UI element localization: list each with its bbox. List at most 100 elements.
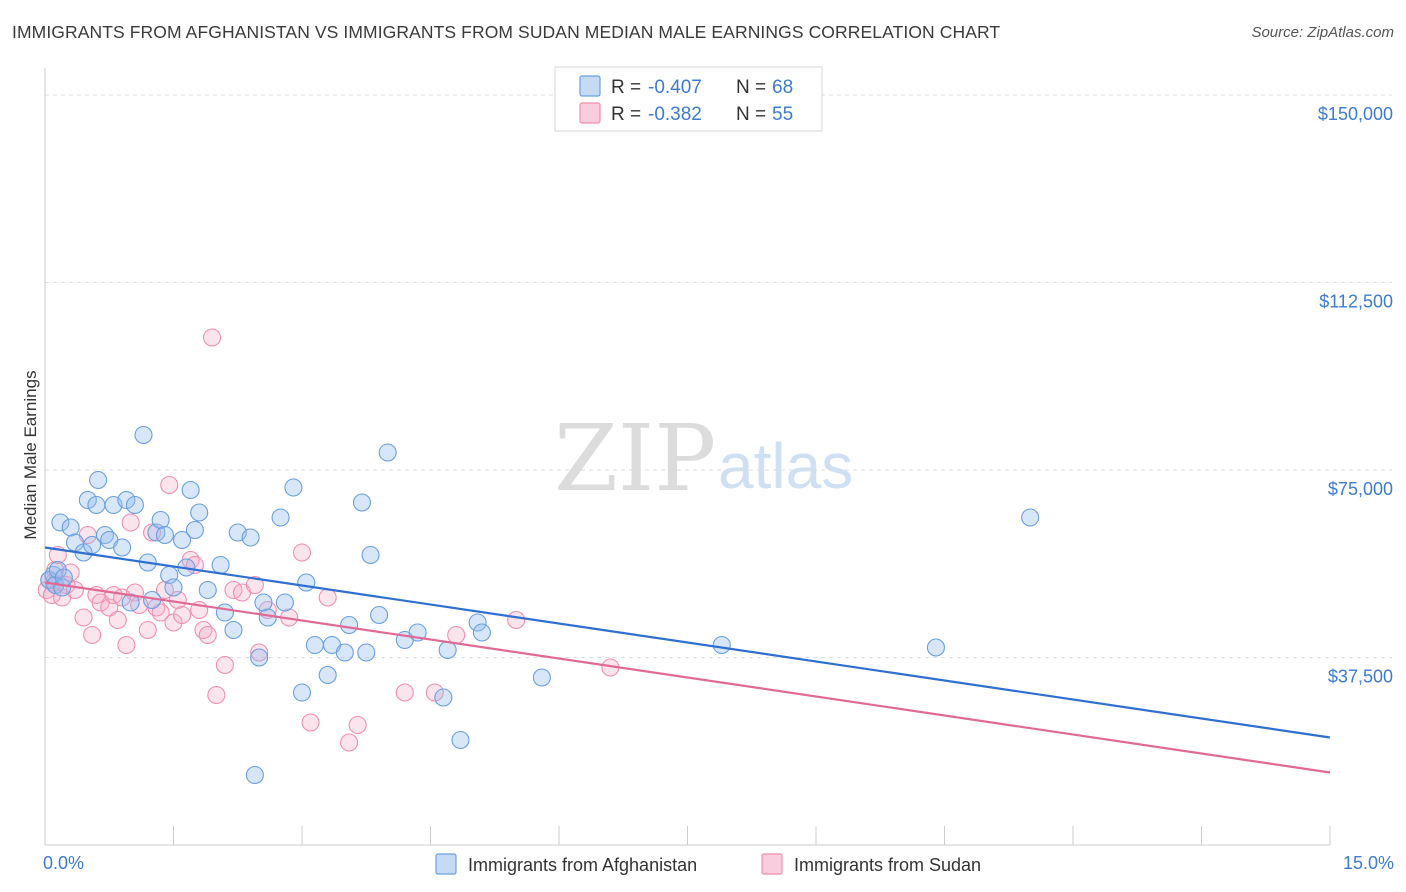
legend-sudan-swatch — [761, 853, 783, 875]
sudan-point — [250, 643, 269, 662]
sudan-point — [173, 605, 192, 625]
afghanistan-point — [51, 513, 70, 532]
afghanistan-point — [241, 528, 260, 547]
sudan-swatch — [579, 102, 601, 124]
afghanistan-swatch — [579, 75, 601, 97]
data-points — [37, 328, 1040, 785]
sudan-point — [318, 588, 337, 607]
sudan-point — [292, 543, 312, 562]
afghanistan-point — [378, 443, 397, 462]
afghanistan-point — [352, 493, 372, 512]
afghanistan-point — [284, 478, 303, 497]
series-legend: Immigrants from Afghanistan Immigrants f… — [435, 853, 981, 875]
stats-legend: R = -0.407 N = 68 R = -0.382 N = 55 — [554, 66, 823, 132]
x-tick-label: 15.0% — [1343, 853, 1394, 873]
afghanistan-point — [275, 593, 294, 612]
afghanistan-point — [151, 510, 170, 530]
afghanistan-point — [134, 425, 153, 445]
y-tick-label: $150,000 — [1318, 104, 1393, 124]
y-axis-label: Median Male Earnings — [21, 370, 40, 539]
afghanistan-point — [370, 605, 389, 625]
y-tick-labels: $37,500 $75,000 $112,500 $150,000 — [1318, 104, 1393, 687]
sudan-point — [74, 608, 93, 627]
sudan-point — [108, 610, 127, 630]
afghanistan-point — [357, 643, 376, 662]
sudan-point — [198, 625, 217, 645]
afghanistan-point — [305, 635, 324, 655]
y-tick-label: $75,000 — [1328, 479, 1393, 499]
legend-sudan-label: Immigrants from Sudan — [794, 855, 981, 875]
sudan-point — [215, 655, 234, 675]
sudan-point — [425, 683, 444, 702]
afghanistan-point — [468, 613, 487, 632]
sudan-point — [203, 328, 222, 347]
legend-r-label-1: R = — [611, 77, 641, 98]
afghanistan-point — [318, 665, 337, 685]
source-credit: Source: ZipAtlas.com — [1251, 24, 1394, 41]
afghanistan-point — [926, 638, 945, 657]
afghanistan-point — [215, 603, 234, 622]
afghanistan-point — [361, 545, 380, 565]
afghanistan-point — [472, 623, 491, 642]
afghanistan-point — [181, 480, 200, 500]
x-tick-label: 0.0% — [43, 853, 84, 873]
sudan-point — [395, 683, 414, 702]
afghanistan-point — [434, 688, 453, 707]
sudan-trendline — [44, 581, 1331, 774]
afghanistan-point — [198, 580, 217, 600]
afghanistan-point — [190, 503, 209, 522]
afghanistan-point — [87, 495, 106, 515]
axes — [44, 68, 1331, 846]
sudan-point — [121, 513, 140, 532]
sudan-point — [348, 715, 367, 735]
watermark-atlas: atlas — [718, 430, 853, 502]
afghanistan-trendline — [44, 546, 1331, 739]
afghanistan-point — [712, 635, 731, 655]
afghanistan-point — [78, 490, 97, 510]
afghanistan-point — [335, 643, 354, 662]
x-tick-labels: 0.0% 15.0% — [43, 853, 1394, 873]
legend-n-value-1: 68 — [772, 77, 793, 98]
afghanistan-point — [125, 495, 144, 515]
afghanistan-point — [224, 620, 243, 640]
sudan-point — [301, 713, 320, 732]
legend-n-label-1: N = — [736, 77, 766, 98]
afghanistan-point — [185, 520, 204, 540]
gridlines — [45, 94, 1392, 658]
legend-r-value-2: -0.382 — [648, 104, 702, 125]
afghanistan-point — [1021, 508, 1040, 527]
y-tick-label: $37,500 — [1328, 667, 1393, 687]
afghanistan-point — [292, 683, 312, 702]
sudan-point — [507, 610, 526, 630]
watermark-zip: ZIP — [554, 405, 716, 512]
afghanistan-point — [254, 593, 273, 612]
afghanistan-point — [89, 470, 108, 490]
afghanistan-point — [340, 615, 359, 635]
afghanistan-point — [48, 560, 67, 580]
legend-r-label-2: R = — [611, 104, 641, 125]
afghanistan-point — [250, 648, 269, 667]
y-tick-label: $112,500 — [1319, 292, 1393, 312]
afghanistan-point — [271, 508, 290, 527]
afghanistan-point — [173, 530, 192, 550]
afghanistan-point — [113, 538, 132, 557]
afghanistan-point — [61, 518, 80, 537]
chart-title: IMMIGRANTS FROM AFGHANISTAN VS IMMIGRANT… — [12, 22, 1001, 42]
sudan-point — [117, 635, 136, 655]
sudan-point — [138, 620, 157, 640]
sudan-point — [340, 733, 359, 752]
afghanistan-point — [117, 490, 136, 510]
sudan-point — [207, 685, 226, 705]
afghanistan-point — [245, 765, 264, 785]
sudan-point — [447, 625, 466, 645]
afghanistan-point — [438, 640, 457, 660]
sudan-point — [83, 625, 102, 645]
afghanistan-point — [155, 525, 174, 545]
afghanistan-point — [297, 573, 316, 592]
legend-r-value-1: -0.407 — [648, 77, 702, 98]
afghanistan-point — [532, 668, 551, 687]
trendlines — [44, 546, 1331, 774]
legend-n-label-2: N = — [736, 104, 766, 125]
legend-n-value-2: 55 — [772, 104, 793, 125]
